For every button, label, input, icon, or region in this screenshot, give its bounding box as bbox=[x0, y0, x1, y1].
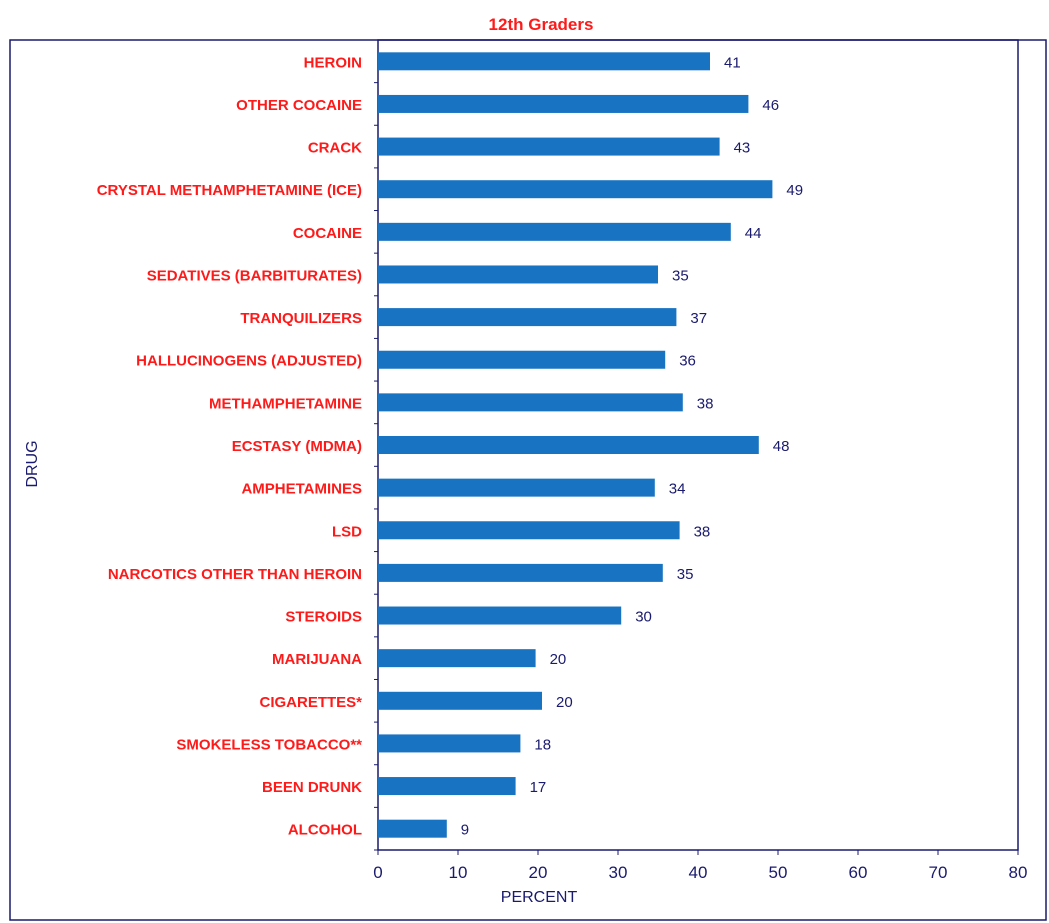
data-label: 44 bbox=[745, 225, 762, 242]
category-label: MARIJUANA bbox=[272, 651, 362, 668]
data-label: 18 bbox=[534, 736, 551, 753]
bar bbox=[378, 180, 773, 199]
category-label: CIGARETTES* bbox=[259, 694, 362, 711]
data-label: 49 bbox=[786, 182, 803, 199]
data-label: 43 bbox=[734, 140, 751, 157]
data-label: 20 bbox=[550, 651, 567, 668]
bar bbox=[378, 478, 655, 497]
bar bbox=[378, 777, 516, 796]
bar bbox=[378, 521, 680, 540]
bar bbox=[378, 137, 720, 156]
category-label: SMOKELESS TOBACCO** bbox=[176, 736, 362, 753]
bar bbox=[378, 222, 731, 241]
bar bbox=[378, 734, 521, 753]
x-tick-label: 50 bbox=[769, 863, 788, 882]
data-label: 38 bbox=[694, 523, 711, 540]
chart-title: 12th Graders bbox=[489, 15, 594, 34]
category-labels: HEROIN OTHER COCAINE CRACK CRYSTAL METHAMPH… bbox=[97, 54, 362, 838]
data-label: 48 bbox=[773, 438, 790, 455]
x-tick-labels: 0 10 20 30 40 50 60 70 80 bbox=[373, 863, 1027, 882]
bar bbox=[378, 691, 542, 710]
data-label: 37 bbox=[690, 310, 707, 327]
category-label: AMPHETAMINES bbox=[241, 481, 362, 498]
category-label: SEDATIVES (BARBITURATES) bbox=[147, 267, 362, 284]
category-label: COCAINE bbox=[293, 225, 362, 242]
bar bbox=[378, 350, 666, 369]
bar bbox=[378, 393, 683, 412]
x-tick-label: 60 bbox=[849, 863, 868, 882]
x-tick-label: 80 bbox=[1009, 863, 1028, 882]
bar bbox=[378, 52, 710, 71]
data-label: 46 bbox=[762, 97, 779, 114]
category-label: NARCOTICS OTHER THAN HEROIN bbox=[108, 566, 362, 583]
x-tick-label: 10 bbox=[449, 863, 468, 882]
x-tick-label: 40 bbox=[689, 863, 708, 882]
category-label: METHAMPHETAMINE bbox=[209, 395, 362, 412]
axis-ticks bbox=[374, 39, 1019, 855]
category-label: STEROIDS bbox=[285, 609, 362, 626]
data-label: 20 bbox=[556, 694, 573, 711]
data-label: 41 bbox=[724, 54, 741, 71]
data-label: 35 bbox=[677, 566, 694, 583]
data-label: 17 bbox=[530, 779, 547, 796]
bar bbox=[378, 308, 677, 327]
data-label: 34 bbox=[669, 481, 686, 498]
x-tick-label: 30 bbox=[609, 863, 628, 882]
bar bbox=[378, 94, 749, 113]
bar bbox=[378, 606, 622, 625]
data-label: 35 bbox=[672, 267, 689, 284]
bar bbox=[378, 265, 658, 284]
data-label: 9 bbox=[461, 822, 469, 839]
category-label: TRANQUILIZERS bbox=[240, 310, 362, 327]
category-label: ECSTASY (MDMA) bbox=[232, 438, 362, 455]
category-label: HALLUCINOGENS (ADJUSTED) bbox=[136, 353, 362, 370]
x-tick-label: 70 bbox=[929, 863, 948, 882]
bar bbox=[378, 436, 759, 454]
category-label: LSD bbox=[332, 523, 362, 540]
category-label: HEROIN bbox=[304, 54, 362, 71]
x-tick-label: 0 bbox=[373, 863, 382, 882]
data-label: 38 bbox=[697, 395, 714, 412]
bar bbox=[378, 649, 536, 668]
x-tick-label: 20 bbox=[529, 863, 548, 882]
data-label: 30 bbox=[635, 609, 652, 626]
y-axis-label: DRUG bbox=[24, 440, 41, 487]
bars-group bbox=[378, 52, 773, 838]
value-labels: 41 46 43 49 44 35 37 36 38 48 34 38 35 30 20 20 18 17 9 bbox=[461, 54, 803, 838]
category-label: BEEN DRUNK bbox=[262, 779, 362, 796]
bar bbox=[378, 563, 663, 582]
category-label: CRYSTAL METHAMPHETAMINE (ICE) bbox=[97, 182, 362, 199]
category-label: CRACK bbox=[308, 140, 362, 157]
category-label: OTHER COCAINE bbox=[236, 97, 362, 114]
category-label: ALCOHOL bbox=[288, 822, 362, 839]
bar bbox=[378, 819, 447, 838]
data-label: 36 bbox=[679, 353, 696, 370]
x-axis-label: PERCENT bbox=[501, 889, 578, 906]
